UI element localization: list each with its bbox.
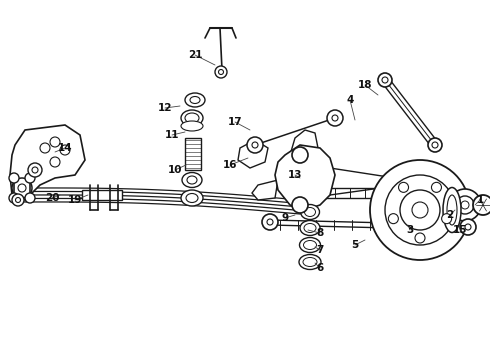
Ellipse shape bbox=[443, 188, 461, 233]
Circle shape bbox=[428, 138, 442, 152]
Circle shape bbox=[292, 197, 308, 213]
Polygon shape bbox=[382, 77, 438, 148]
Polygon shape bbox=[330, 168, 398, 195]
Circle shape bbox=[460, 219, 476, 235]
Circle shape bbox=[456, 196, 474, 214]
Circle shape bbox=[412, 202, 428, 218]
Circle shape bbox=[12, 178, 32, 198]
Polygon shape bbox=[252, 180, 278, 200]
Circle shape bbox=[28, 163, 42, 177]
Circle shape bbox=[219, 69, 223, 75]
Polygon shape bbox=[275, 145, 335, 210]
Circle shape bbox=[400, 190, 440, 230]
Ellipse shape bbox=[181, 110, 203, 126]
Circle shape bbox=[378, 73, 392, 87]
Text: 17: 17 bbox=[228, 117, 243, 127]
Ellipse shape bbox=[185, 113, 199, 123]
Text: 12: 12 bbox=[158, 103, 172, 113]
Circle shape bbox=[441, 213, 452, 224]
Circle shape bbox=[252, 142, 258, 148]
Text: 11: 11 bbox=[165, 130, 179, 140]
Text: 5: 5 bbox=[351, 240, 359, 250]
Text: 16: 16 bbox=[223, 160, 237, 170]
Ellipse shape bbox=[181, 190, 203, 206]
Circle shape bbox=[461, 201, 469, 209]
Text: 14: 14 bbox=[58, 143, 73, 153]
Text: 21: 21 bbox=[188, 50, 202, 60]
Circle shape bbox=[215, 66, 227, 78]
Circle shape bbox=[473, 195, 490, 215]
Ellipse shape bbox=[303, 257, 317, 266]
Ellipse shape bbox=[303, 240, 317, 249]
Ellipse shape bbox=[299, 238, 320, 252]
Circle shape bbox=[449, 189, 481, 221]
Ellipse shape bbox=[187, 176, 197, 184]
Ellipse shape bbox=[304, 207, 316, 216]
Circle shape bbox=[382, 77, 388, 83]
Polygon shape bbox=[290, 130, 318, 155]
Bar bbox=[185, 138, 201, 170]
Circle shape bbox=[370, 160, 470, 260]
Ellipse shape bbox=[299, 255, 321, 270]
Text: 9: 9 bbox=[281, 213, 289, 223]
Circle shape bbox=[247, 137, 263, 153]
Ellipse shape bbox=[186, 194, 198, 202]
Circle shape bbox=[12, 194, 24, 206]
Text: 20: 20 bbox=[45, 193, 59, 203]
Circle shape bbox=[398, 183, 409, 192]
Text: 19: 19 bbox=[68, 195, 82, 205]
Circle shape bbox=[267, 219, 273, 225]
Text: 7: 7 bbox=[317, 245, 324, 255]
Polygon shape bbox=[238, 140, 268, 168]
Ellipse shape bbox=[304, 224, 316, 233]
Bar bbox=[82, 190, 122, 200]
Text: 18: 18 bbox=[358, 80, 372, 90]
Text: 3: 3 bbox=[406, 225, 414, 235]
Ellipse shape bbox=[185, 93, 205, 107]
Circle shape bbox=[60, 145, 70, 155]
Ellipse shape bbox=[182, 172, 202, 188]
Text: 8: 8 bbox=[317, 228, 323, 238]
Ellipse shape bbox=[300, 220, 320, 235]
Ellipse shape bbox=[447, 195, 457, 225]
Circle shape bbox=[9, 193, 19, 203]
Circle shape bbox=[432, 183, 441, 192]
Circle shape bbox=[465, 224, 471, 230]
Circle shape bbox=[332, 115, 338, 121]
Text: 2: 2 bbox=[446, 210, 454, 220]
Ellipse shape bbox=[300, 204, 319, 220]
Circle shape bbox=[415, 233, 425, 243]
Circle shape bbox=[25, 193, 35, 203]
Text: 6: 6 bbox=[317, 263, 323, 273]
Circle shape bbox=[432, 142, 438, 148]
Circle shape bbox=[389, 213, 398, 224]
Circle shape bbox=[327, 110, 343, 126]
Circle shape bbox=[50, 137, 60, 147]
Circle shape bbox=[50, 157, 60, 167]
Text: 1: 1 bbox=[476, 195, 484, 205]
Circle shape bbox=[262, 214, 278, 230]
Circle shape bbox=[16, 198, 21, 202]
Circle shape bbox=[32, 167, 38, 173]
Ellipse shape bbox=[190, 96, 200, 104]
Ellipse shape bbox=[181, 121, 203, 131]
Text: 13: 13 bbox=[288, 170, 302, 180]
Text: 4: 4 bbox=[346, 95, 354, 105]
Circle shape bbox=[385, 175, 455, 245]
Circle shape bbox=[18, 184, 26, 192]
Text: 15: 15 bbox=[453, 225, 467, 235]
Circle shape bbox=[292, 147, 308, 163]
Circle shape bbox=[25, 173, 35, 183]
Circle shape bbox=[40, 143, 50, 153]
Circle shape bbox=[9, 173, 19, 183]
Polygon shape bbox=[10, 125, 85, 205]
Text: 10: 10 bbox=[168, 165, 182, 175]
